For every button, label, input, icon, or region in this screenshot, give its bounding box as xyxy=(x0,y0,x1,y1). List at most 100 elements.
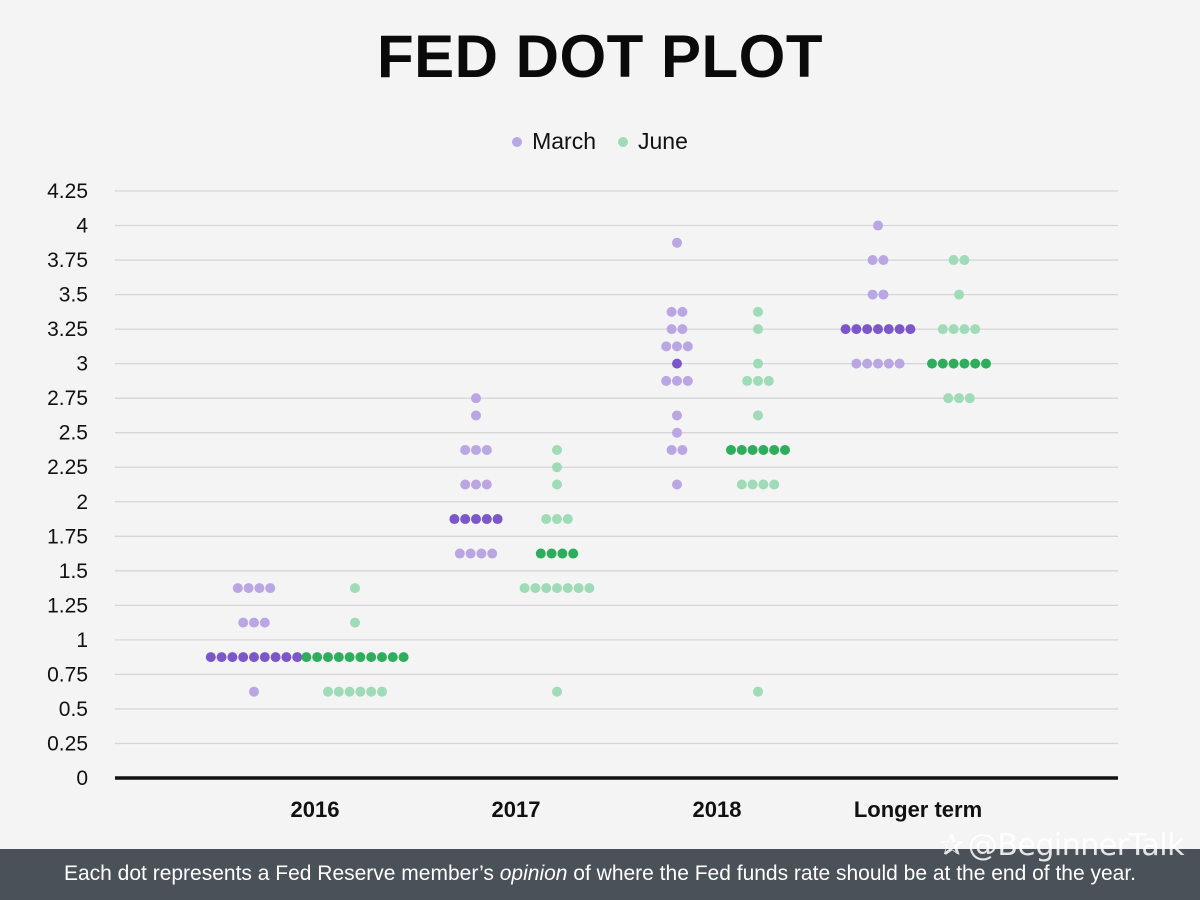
june-dot xyxy=(377,652,387,663)
june-dot xyxy=(937,324,948,335)
y-tick-label: 2.75 xyxy=(47,387,88,410)
y-tick-label: 0 xyxy=(76,767,88,790)
march-dot xyxy=(677,306,688,317)
june-dot xyxy=(753,686,763,697)
y-tick-label: 1 xyxy=(76,629,88,652)
dot-plot-chart: 0 0.25 0.5 0.75 1 1.25 1.5 1.75 2 2.25 2.5 2.75 3 3.2… xyxy=(47,180,1118,822)
march-dot xyxy=(270,652,281,663)
june-dot xyxy=(552,462,562,473)
march-dot xyxy=(492,514,503,525)
footer-text-after: of where the Fed funds rate should be at… xyxy=(567,862,1137,885)
june-dot xyxy=(927,358,937,369)
june-dot xyxy=(736,479,747,490)
june-dot xyxy=(552,479,562,490)
june-dot xyxy=(959,255,970,266)
june-dot xyxy=(301,652,312,663)
march-dot xyxy=(905,324,916,335)
march-dot xyxy=(867,289,878,300)
june-dot xyxy=(323,652,333,663)
y-tick-label: 0.75 xyxy=(47,663,88,686)
march-dot xyxy=(465,548,476,559)
june-dot xyxy=(747,444,758,455)
legend-swatch-june xyxy=(618,136,629,147)
march-dot xyxy=(862,358,873,369)
footer-text-before: Each dot represents a Fed Reserve member… xyxy=(63,862,500,885)
june-dot xyxy=(753,358,763,369)
march-dot xyxy=(672,427,682,438)
march-dot xyxy=(666,444,677,455)
june-dot xyxy=(377,686,387,697)
june-dot xyxy=(937,358,948,369)
june-dot xyxy=(344,686,355,697)
march-dot xyxy=(677,444,688,455)
june-dot xyxy=(758,444,769,455)
june-dot xyxy=(350,583,360,594)
june-dot xyxy=(954,393,964,404)
june-dot xyxy=(959,324,970,335)
june-dot xyxy=(948,255,959,266)
june-dot xyxy=(541,583,552,594)
march-dot xyxy=(883,324,894,335)
june-dot xyxy=(552,583,562,594)
march-dot xyxy=(661,375,672,386)
june-dot xyxy=(398,652,409,663)
june-dot xyxy=(557,548,568,559)
march-dot xyxy=(661,341,672,352)
june-dot xyxy=(964,393,975,404)
june-dot xyxy=(769,444,780,455)
march-dot xyxy=(862,324,873,335)
x-tick-labels: 2016 2017 2018 Longer term xyxy=(291,797,983,822)
june-dot xyxy=(573,583,584,594)
june-dot xyxy=(541,514,552,525)
march-dot xyxy=(682,341,693,352)
march-dot xyxy=(259,617,270,628)
march-dot xyxy=(851,324,862,335)
june-dot xyxy=(333,686,344,697)
june-dot xyxy=(981,358,991,369)
march-dot xyxy=(449,514,460,525)
june-dot xyxy=(552,686,562,697)
march-dot xyxy=(292,652,303,663)
june-dot xyxy=(333,652,344,663)
march-dot xyxy=(851,358,862,369)
june-dot xyxy=(568,548,579,559)
march-dot xyxy=(873,324,883,335)
march-dot xyxy=(249,686,259,697)
june-dot xyxy=(970,324,981,335)
y-tick-labels: 0 0.25 0.5 0.75 1 1.25 1.5 1.75 2 2.25 2.5 2.75 3 3.2… xyxy=(47,180,88,790)
march-dot xyxy=(883,358,894,369)
march-dot xyxy=(677,324,688,335)
march-dot xyxy=(254,583,265,594)
y-tick-label: 4 xyxy=(76,215,88,238)
march-dot xyxy=(487,548,498,559)
june-dot xyxy=(366,686,377,697)
june-dot xyxy=(780,444,790,455)
march-dot xyxy=(238,652,249,663)
y-tick-label: 4.25 xyxy=(47,180,88,203)
june-dot xyxy=(546,548,557,559)
march-dot xyxy=(259,652,270,663)
march-dot xyxy=(867,255,878,266)
june-dot xyxy=(970,358,981,369)
y-tick-label: 0.5 xyxy=(59,698,88,721)
june-dot xyxy=(350,617,360,628)
y-tick-label: 3.5 xyxy=(59,284,88,307)
x-tick-label: Longer term xyxy=(854,797,982,822)
march-dot xyxy=(672,479,682,490)
june-dot xyxy=(552,444,562,455)
june-dot xyxy=(753,306,763,317)
june-dot xyxy=(323,686,333,697)
y-tick-label: 3.25 xyxy=(47,318,88,341)
legend-swatch-march xyxy=(512,136,523,147)
march-dot xyxy=(471,410,481,421)
march-dot xyxy=(471,479,481,490)
march-dot xyxy=(216,652,227,663)
june-dot xyxy=(355,686,366,697)
legend-item-june: June xyxy=(618,128,688,155)
june-dot xyxy=(954,289,964,300)
march-dot xyxy=(672,410,682,421)
june-dot xyxy=(753,410,763,421)
x-tick-label: 2017 xyxy=(492,797,541,822)
y-tick-label: 3.75 xyxy=(47,249,88,272)
june-dot xyxy=(763,375,774,386)
